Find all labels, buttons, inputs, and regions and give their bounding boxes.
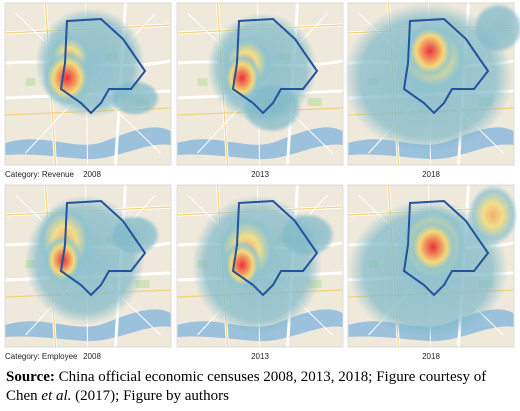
caption: Source: China official economic censuses…: [6, 368, 516, 406]
year-label: 2013: [251, 170, 269, 179]
district-boundary: [231, 199, 319, 297]
year-label: 2008: [83, 352, 101, 361]
panel-border: [347, 2, 515, 166]
row-label: Category: Revenue: [5, 170, 74, 179]
year-label: 2008: [83, 170, 101, 179]
map-panel: [343, 2, 520, 166]
map-panel: [4, 2, 172, 166]
map-panel: [176, 184, 344, 348]
heat-area: [222, 53, 262, 103]
district-boundary: [402, 17, 490, 115]
heat-area: [222, 240, 262, 290]
map-panel: [347, 184, 518, 348]
figure: 2008 2013 2018 Category: Revenue 2008 2013 201…: [4, 2, 520, 361]
heat-area: [408, 219, 458, 275]
map-panel: [4, 184, 172, 348]
district-boundary: [402, 199, 490, 297]
caption-italic: et al.: [41, 388, 72, 404]
year-label: 2018: [422, 170, 440, 179]
caption-text: (2017); Figure by authors: [75, 388, 229, 404]
panel-border: [176, 2, 344, 166]
row-label: Category: Employee: [5, 352, 78, 361]
map-panel: [176, 2, 344, 166]
panel-border: [4, 2, 172, 166]
caption-label: Source:: [6, 369, 55, 385]
heat-area: [242, 83, 302, 133]
district-boundary: [231, 17, 319, 115]
panel-border: [347, 184, 515, 348]
year-label: 2018: [422, 352, 440, 361]
heat-area: [473, 3, 520, 53]
heat-area: [110, 215, 160, 255]
heat-area: [279, 213, 335, 257]
year-label: 2013: [251, 352, 269, 361]
heat-area: [468, 185, 518, 245]
heat-area: [405, 23, 455, 79]
district-boundary: [59, 199, 147, 297]
district-boundary: [59, 17, 147, 115]
panel-border: [176, 184, 344, 348]
panel-border: [4, 184, 172, 348]
caption-text: China official economic censuses 2008, 2…: [6, 369, 487, 404]
heat-area: [42, 50, 92, 106]
